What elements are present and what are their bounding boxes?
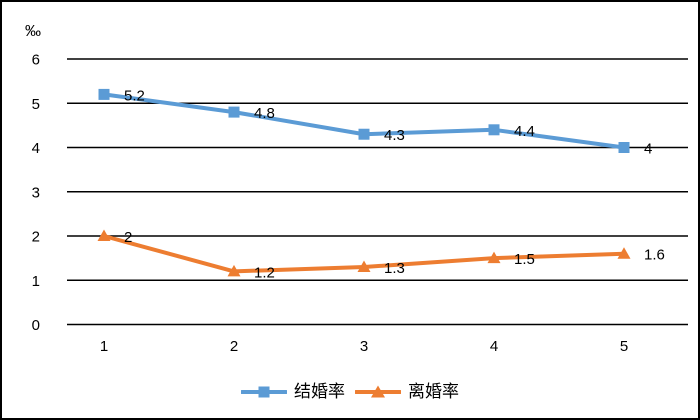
legend-triangle-marker-icon (355, 385, 401, 398)
x-tick-label: 1 (100, 338, 108, 355)
data-point-label: 1.6 (644, 247, 665, 264)
x-tick-label: 3 (360, 338, 368, 355)
y-tick-label: 3 (32, 184, 40, 201)
data-point-marker (358, 128, 370, 140)
data-point-label: 5.2 (124, 87, 145, 104)
y-tick-label: 1 (32, 273, 40, 290)
data-point-label: 4.4 (514, 123, 535, 140)
legend-item-marriage-rate: 结婚率 (241, 381, 345, 402)
y-axis-unit-label: ‰ (25, 23, 41, 40)
y-tick-label: 4 (32, 140, 40, 157)
x-tick-label: 2 (230, 338, 238, 355)
data-point-label: 2 (124, 229, 132, 246)
x-tick-label: 5 (620, 338, 628, 355)
data-point-label: 1.2 (254, 264, 275, 281)
data-point-label: 4.3 (384, 127, 405, 144)
data-point-label: 4.8 (254, 105, 275, 122)
legend-label-marriage-rate: 结婚率 (294, 381, 345, 402)
y-tick-label: 5 (32, 96, 40, 113)
data-point-marker (488, 124, 500, 136)
legend-square-marker-icon (241, 386, 287, 398)
data-point-marker (618, 142, 630, 153)
data-point-label: 1.5 (514, 251, 535, 268)
y-tick-label: 6 (32, 52, 40, 69)
data-point-marker (227, 264, 241, 277)
legend-item-divorce-rate: 离婚率 (355, 381, 459, 402)
y-tick-label: 0 (32, 317, 40, 334)
data-point-marker (228, 106, 240, 118)
data-point-marker (487, 251, 501, 264)
x-tick-label: 4 (490, 338, 498, 355)
data-point-marker (97, 229, 111, 241)
data-point-marker (617, 247, 631, 259)
y-tick-label: 2 (32, 229, 40, 246)
chart-legend: 结婚率 离婚率 (2, 379, 698, 405)
data-point-marker (357, 260, 371, 272)
data-point-marker (98, 88, 110, 100)
data-point-label: 4 (644, 141, 652, 158)
data-point-label: 1.3 (384, 260, 405, 277)
legend-label-divorce-rate: 离婚率 (408, 381, 459, 402)
